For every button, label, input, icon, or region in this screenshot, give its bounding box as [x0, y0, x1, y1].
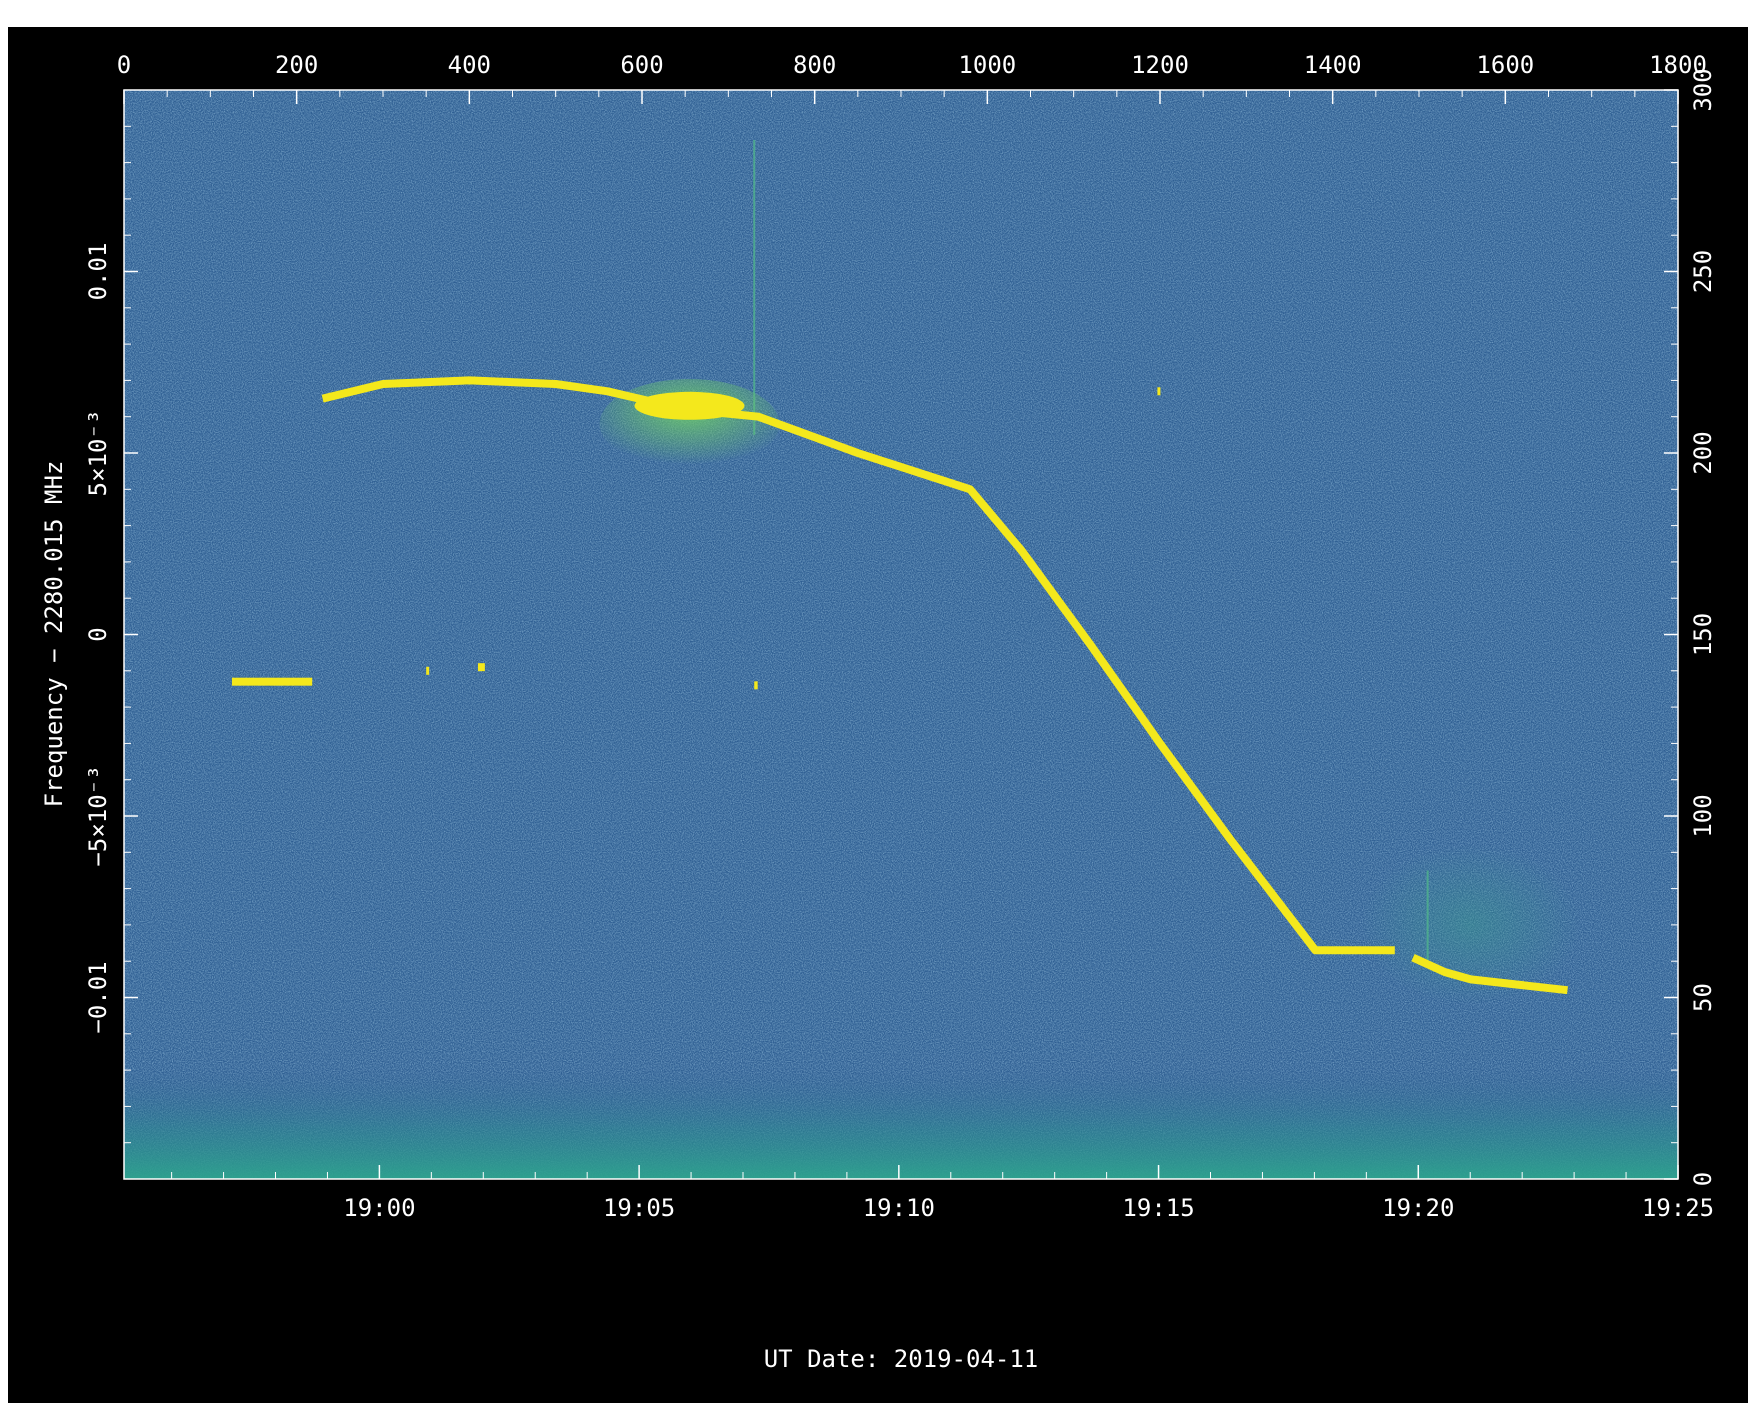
bottom-tick-label: 19:20 [1382, 1194, 1454, 1222]
signal-fragment [754, 681, 758, 690]
top-tick-label: 1200 [1131, 51, 1189, 79]
signal-trace-after-gap [1411, 953, 1568, 995]
x-axis-label: UT Date: 2019-04-11 [764, 1345, 1039, 1373]
bottom-tick-label: 19:00 [343, 1194, 415, 1222]
diffuse-emission [1360, 844, 1581, 1005]
noise-texture [124, 90, 1678, 1179]
bottom-tick-label: 19:25 [1642, 1194, 1714, 1222]
right-tick-label: 200 [1689, 431, 1717, 474]
right-tick-label: 0 [1689, 1172, 1717, 1186]
noise-floor-band [124, 1067, 1678, 1179]
top-tick-label: 800 [793, 51, 836, 79]
left-tick-label: 0.01 [84, 243, 112, 301]
plot-frame: 0 200 400 600 800 1000 1200 1400 1600 1800 19:00 19… [8, 27, 1748, 1403]
left-tick-label: −5×10⁻³ [84, 765, 112, 866]
signal-fragment [477, 663, 485, 672]
axis-ticks [123, 89, 1679, 1180]
bottom-tick-label: 19:05 [603, 1194, 675, 1222]
signal-fragment [426, 666, 430, 675]
top-tick-label: 1400 [1304, 51, 1362, 79]
signal-bright-region [634, 391, 745, 420]
y-axis-label: Frequency − 2280.015 MHz [40, 461, 68, 808]
right-tick-label: 150 [1689, 613, 1717, 656]
left-tick-label: 5×10⁻³ [84, 410, 112, 497]
right-tick-label: 50 [1689, 983, 1717, 1012]
top-tick-label: 1800 [1649, 51, 1707, 79]
top-tick-label: 400 [448, 51, 491, 79]
right-tick-label: 300 [1689, 68, 1717, 111]
bottom-tick-label: 19:15 [1122, 1194, 1194, 1222]
left-tick-label: −0.01 [84, 961, 112, 1033]
signal-trace [321, 376, 1395, 955]
top-tick-label: 600 [620, 51, 663, 79]
right-tick-label: 250 [1689, 250, 1717, 293]
bottom-tick-label: 19:10 [863, 1194, 935, 1222]
plot-area [124, 90, 1678, 1179]
left-tick-label: 0 [84, 627, 112, 641]
signal-fragment [231, 677, 313, 686]
top-tick-label: 1000 [958, 51, 1016, 79]
top-tick-label: 0 [117, 51, 131, 79]
top-tick-label: 200 [275, 51, 318, 79]
signal-fragment [1157, 387, 1161, 396]
top-tick-label: 1600 [1476, 51, 1534, 79]
right-tick-label: 100 [1689, 794, 1717, 837]
